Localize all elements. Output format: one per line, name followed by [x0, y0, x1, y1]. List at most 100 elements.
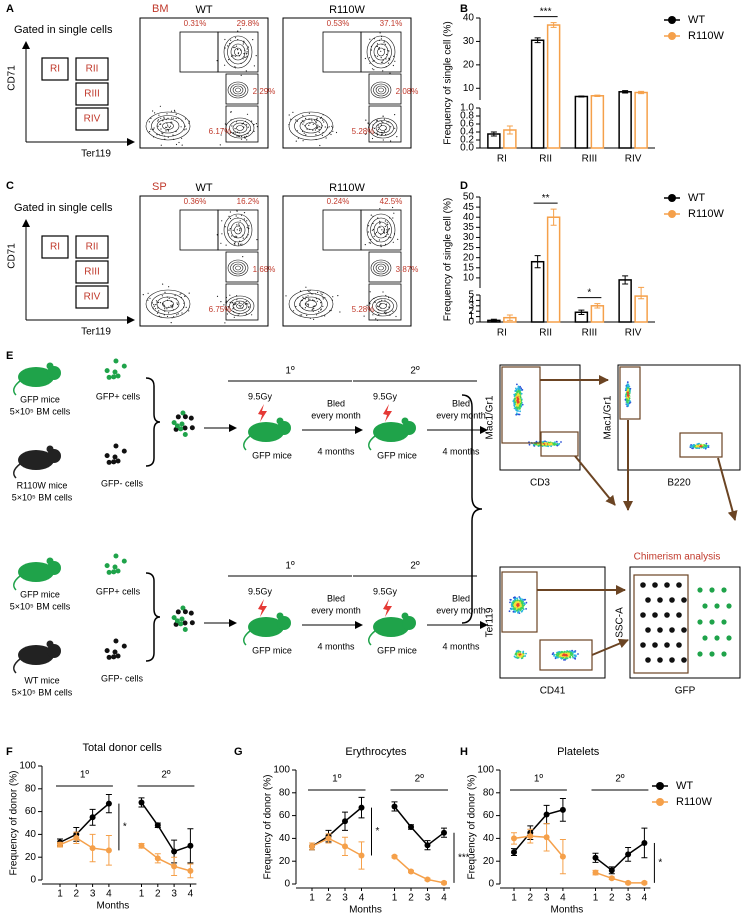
- point: [511, 835, 517, 842]
- event-dot: [556, 652, 559, 655]
- gate-box: [75, 235, 109, 259]
- event-dot: [172, 134, 174, 136]
- contour: [229, 298, 251, 314]
- event-dot: [168, 312, 170, 314]
- event-dot: [158, 310, 160, 312]
- event-dot: [380, 38, 382, 40]
- event-dot: [516, 396, 519, 399]
- legend-label: WT: [688, 192, 705, 204]
- gate-box: [41, 235, 69, 259]
- bar: [530, 39, 545, 149]
- event-dot: [228, 215, 230, 217]
- event-dot: [377, 126, 379, 128]
- event-dot: [525, 601, 528, 604]
- bleed-label: Bled: [452, 593, 470, 603]
- event-dot: [514, 596, 516, 599]
- event-dot: [515, 408, 517, 410]
- cell: [112, 454, 118, 460]
- point: [527, 833, 534, 840]
- event-dot: [517, 657, 520, 659]
- event-dot: [170, 305, 172, 307]
- contour: [370, 259, 392, 277]
- event-dot: [227, 45, 229, 47]
- event-dot: [510, 608, 513, 611]
- event-dot: [571, 649, 573, 652]
- donor-label: R110W mice: [17, 480, 68, 490]
- event-dot: [386, 229, 388, 231]
- event-dot: [178, 141, 180, 144]
- flow-plot: [282, 195, 412, 327]
- mouse-head: [47, 366, 61, 380]
- event-dot: [390, 126, 392, 128]
- cell: [180, 605, 186, 611]
- event-dot: [627, 399, 630, 402]
- event-dot: [302, 115, 304, 117]
- bleed-label: Bled: [327, 398, 345, 408]
- event-dot: [244, 303, 247, 305]
- donor-cells: 5×10⁵ BM cells: [10, 601, 71, 611]
- plot-title: R110W: [329, 4, 365, 16]
- event-dot: [314, 305, 316, 307]
- x-tick-label: 1: [139, 889, 145, 900]
- gate-box: [75, 57, 109, 81]
- event-dot: [160, 144, 162, 146]
- event-dot: [320, 308, 322, 310]
- event-dot: [382, 70, 384, 72]
- mouse-head: [277, 421, 291, 435]
- event-dot: [320, 309, 322, 311]
- cell: [178, 426, 184, 432]
- event-dot: [514, 598, 516, 600]
- event-dot: [518, 396, 521, 399]
- event-dot: [383, 311, 385, 313]
- event-dot: [389, 72, 391, 74]
- event-dot: [378, 314, 380, 316]
- event-dot: [318, 128, 320, 131]
- event-dot: [307, 295, 309, 297]
- event-dot: [374, 301, 376, 303]
- y-tick-label: 20: [463, 59, 475, 70]
- cell: [726, 603, 732, 609]
- event-dot: [158, 114, 160, 116]
- event-dot: [554, 441, 556, 444]
- gate: [619, 366, 641, 420]
- point: [441, 829, 447, 836]
- point: [641, 879, 648, 886]
- event-dot: [230, 111, 232, 113]
- event-dot: [367, 122, 369, 124]
- event-dot: [364, 244, 366, 246]
- gate-percentage: 2.08%: [396, 87, 419, 96]
- event-dot: [311, 309, 313, 311]
- y-tick-label: 20: [483, 856, 495, 867]
- cell: [182, 425, 188, 431]
- gate-percentage: 0.31%: [184, 19, 207, 28]
- event-dot: [392, 206, 394, 209]
- bleed-label: Bled: [327, 593, 345, 603]
- event-dot: [150, 128, 152, 130]
- mouse-body: [373, 422, 409, 442]
- event-dot: [233, 242, 235, 245]
- gate-box: [75, 285, 109, 309]
- gate-percentage: 3.87%: [396, 265, 419, 274]
- event-dot: [513, 608, 516, 611]
- event-dot: [379, 220, 381, 222]
- bleed-label: every month: [311, 605, 361, 615]
- event-dot: [513, 395, 516, 397]
- event-dot: [235, 235, 237, 237]
- cell: [681, 597, 687, 603]
- cell: [182, 609, 188, 615]
- event-dot: [228, 306, 230, 308]
- event-dot: [392, 64, 394, 67]
- contour: [230, 43, 246, 61]
- gate: [217, 31, 259, 73]
- event-dot: [252, 39, 254, 41]
- event-dot: [181, 144, 183, 146]
- event-dot: [173, 316, 175, 318]
- event-dot: [169, 125, 172, 127]
- recipient-label: GFP mice: [377, 450, 417, 460]
- event-dot: [520, 602, 523, 604]
- point: [424, 842, 431, 849]
- point: [511, 849, 517, 856]
- event-dot: [567, 650, 570, 653]
- event-dot: [519, 410, 521, 413]
- event-dot: [226, 313, 228, 315]
